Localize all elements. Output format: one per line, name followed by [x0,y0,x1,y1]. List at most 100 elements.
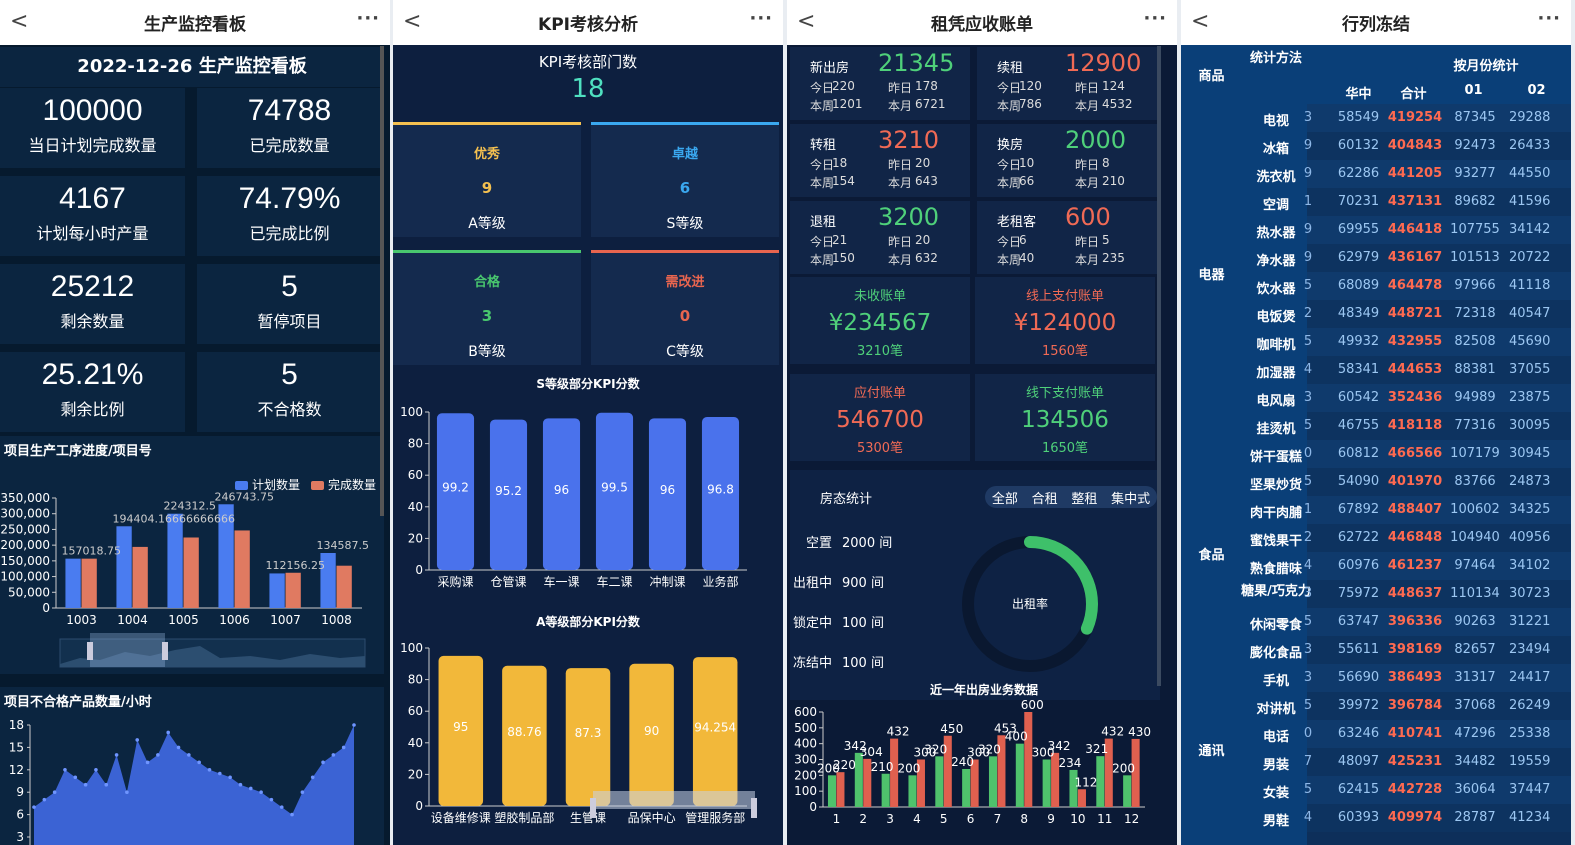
column-header-goods: 商品 [1198,69,1225,84]
table-row[interactable] [1307,244,1571,272]
table-row[interactable] [1307,692,1571,720]
table-row[interactable] [1307,412,1571,440]
grade-card: 优秀 9 A等级 [393,122,581,237]
bar [1123,775,1132,807]
table-row[interactable] [1307,356,1571,384]
row-cell-total: 418118 [1387,418,1443,433]
y-tick-label: 400 [794,737,817,751]
bar [81,558,97,608]
panel-rent-bills: < 租凭应收账单 ··· 新出房 21345 今日 220 昨日 178 本周 1201 本月 6… [787,0,1177,845]
table-row[interactable] [1307,440,1571,468]
zoom-handle[interactable] [162,642,168,660]
bar [489,419,528,570]
table-row[interactable] [1307,468,1571,496]
row-cell-hz: 69955 [1337,222,1380,237]
scrollbar[interactable] [380,46,384,516]
row-cell-hz: 58341 [1337,362,1380,377]
back-icon[interactable]: < [10,9,29,34]
room-status-section: 房态统计 全部 合租 整租 集中式 空置 2000 间出租中 900 间锁定中 100 间冻… [790,470,1160,700]
y-tick-label: 500 [794,721,817,735]
y-tick-label: 100 [400,641,423,655]
filter-tab[interactable]: 集中式 [1111,491,1151,507]
room-filter-tabs: 全部 合租 整租 集中式 [985,486,1157,508]
row-cell: 2 [1303,306,1313,321]
gauge-arc [962,536,1098,672]
data-point [156,753,160,757]
zoom-window[interactable] [90,633,165,667]
filter-tab[interactable]: 整租 [1071,491,1098,507]
more-icon[interactable]: ··· [749,8,773,29]
row-cell-m1: 87345 [1454,110,1496,125]
stat-tile: 5 暂停项目 [197,264,382,344]
data-point [94,768,98,772]
bar-value-label: 320 [978,742,1001,756]
occupancy-gauge: 出租率 [962,536,1098,672]
scrollbar[interactable] [1157,46,1161,686]
row-cell-m1: 31317 [1454,670,1496,685]
panel-kpi-analysis: < KPI考核分析 ··· KPI考核部门数 18 优秀 9 A等级 卓越 6 S等级 合格… [393,0,783,845]
card-number: 235 [1102,251,1125,265]
row-cell-m2: 24873 [1509,474,1551,489]
table-row[interactable] [1307,524,1571,552]
table-row[interactable] [1307,552,1571,580]
table-row[interactable] [1307,104,1571,132]
table-row[interactable] [1307,160,1571,188]
kpi-a-chart: A等级部分KPI分数 0 20 40 60 80 100 95 设备维修课 88.76 塑胶制品部 8… [400,614,757,825]
table-row[interactable] [1307,720,1571,748]
row-cell-hz: 75972 [1337,586,1380,601]
back-icon[interactable]: < [1191,9,1210,34]
row-cell-total: 448637 [1387,586,1443,601]
table-row[interactable] [1307,272,1571,300]
bar [970,759,979,807]
card-number: 40 [1019,251,1035,265]
row-cell-total: 419254 [1387,110,1443,125]
table-row[interactable] [1307,580,1571,608]
data-point [218,771,222,776]
filter-tab[interactable]: 合租 [1031,491,1058,507]
bar-value-label: 99.5 [601,480,628,494]
table-row[interactable] [1307,496,1571,524]
y-tick-label: 0 [42,601,50,615]
data-point [238,782,243,787]
zoom-handle[interactable] [590,798,596,818]
row-item: 电话 [1262,730,1289,745]
grade-count: 6 [679,179,691,197]
row-cell-m2: 31221 [1509,614,1551,629]
table-row[interactable] [1307,636,1571,664]
zoom-slider[interactable] [593,791,755,809]
grade-name: 优秀 [473,147,500,162]
table-row[interactable] [1307,300,1571,328]
table-row[interactable] [1307,132,1571,160]
filter-tab[interactable]: 全部 [991,491,1018,507]
zoom-handle[interactable] [751,798,757,818]
bill-card: 应付账单 546700 5300笔 [790,374,970,461]
card-name: 换房 [997,138,1024,153]
card-number: 10 [1019,156,1035,170]
bar [943,735,952,807]
table-row[interactable] [1307,608,1571,636]
table-row[interactable] [1307,664,1571,692]
table-row[interactable] [1307,748,1571,776]
back-icon[interactable]: < [403,9,422,34]
table-row[interactable] [1307,216,1571,244]
area-fill [34,725,354,845]
legend-swatch [311,481,324,490]
row-cell: 7 [1303,754,1313,769]
table-row[interactable] [1307,384,1571,412]
table-row[interactable] [1307,804,1571,832]
back-icon[interactable]: < [797,9,816,34]
table-row[interactable] [1307,188,1571,216]
zoom-handle[interactable] [87,642,93,660]
card-label: 本月 [888,253,913,267]
table-row[interactable] [1307,776,1571,804]
row-cell: 1 [1303,194,1313,209]
more-icon[interactable]: ··· [1143,8,1167,29]
bar-value-label: 200 [1112,761,1135,775]
legend-label: 计划数量 [252,477,300,492]
more-icon[interactable]: ··· [1537,8,1561,29]
data-point [166,730,170,735]
x-tick-label: 生管课 [570,810,606,825]
bar-value-label: 246743.75 [215,490,275,503]
table-row[interactable] [1307,328,1571,356]
more-icon[interactable]: ··· [356,8,380,29]
